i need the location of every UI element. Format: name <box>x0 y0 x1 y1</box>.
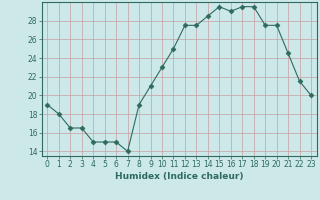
X-axis label: Humidex (Indice chaleur): Humidex (Indice chaleur) <box>115 172 244 181</box>
